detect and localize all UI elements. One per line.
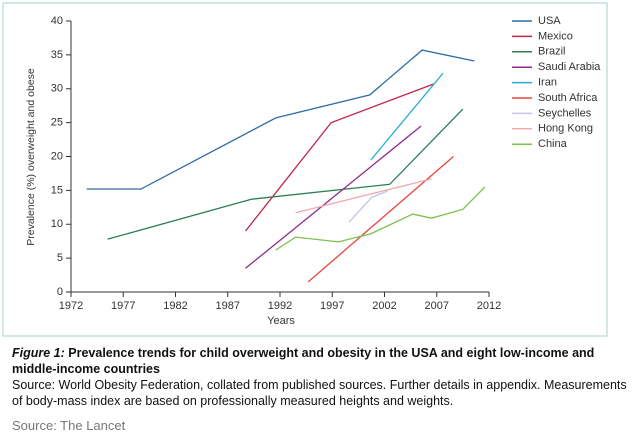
x-tick-label: 2012	[477, 300, 501, 312]
y-tick-label: 20	[51, 150, 63, 162]
y-axis-label: Prevalence (%) overweight and obese	[25, 68, 37, 246]
series-line	[275, 186, 486, 251]
x-tick-label: 2002	[372, 300, 396, 312]
caption-label: Figure 1:	[12, 346, 65, 360]
x-tick-label: 1987	[216, 300, 240, 312]
series-line	[107, 108, 464, 240]
chart: Years Prevalence (%) overweight and obes…	[2, 2, 608, 337]
legend-label: China	[538, 138, 568, 150]
series-line	[86, 49, 475, 190]
y-tick-label: 30	[51, 83, 63, 95]
x-tick-label: 1997	[320, 300, 344, 312]
series-line	[307, 156, 454, 283]
series-line	[245, 125, 422, 269]
y-tick-label: 15	[51, 184, 63, 196]
y-tick-label: 10	[51, 218, 63, 230]
series-line	[295, 178, 432, 214]
x-tick-label: 1977	[111, 300, 135, 312]
legend-label: Seychelles	[538, 107, 592, 119]
y-tick-label: 40	[51, 15, 63, 27]
caption-text: Source: World Obesity Federation, collat…	[12, 378, 627, 408]
x-tick-label: 1992	[268, 300, 292, 312]
legend-label: Iran	[538, 77, 557, 89]
y-tick-label: 5	[57, 252, 63, 264]
x-tick-label: 1982	[163, 300, 187, 312]
legend-label: Saudi Arabia	[538, 61, 601, 73]
legend-label: Mexico	[538, 30, 573, 42]
footer: Source: The Lancet	[12, 418, 126, 433]
x-axis-label: Years	[267, 315, 295, 327]
series-line	[370, 72, 444, 161]
legend-label: South Africa	[538, 92, 598, 104]
x-tick-label: 2007	[425, 300, 449, 312]
y-tick-label: 35	[51, 49, 63, 61]
y-tick-label: 0	[57, 286, 63, 298]
series-line	[348, 190, 388, 223]
caption: Figure 1: Prevalence trends for child ov…	[12, 345, 627, 409]
x-tick-label: 1972	[59, 300, 83, 312]
series-line	[245, 83, 434, 232]
legend-label: Brazil	[538, 46, 566, 58]
caption-title: Prevalence trends for child overweight a…	[12, 346, 595, 376]
y-tick-label: 25	[51, 117, 63, 129]
legend-label: USA	[538, 15, 561, 27]
chart-frame	[2, 2, 608, 337]
legend-label: Hong Kong	[538, 123, 593, 135]
